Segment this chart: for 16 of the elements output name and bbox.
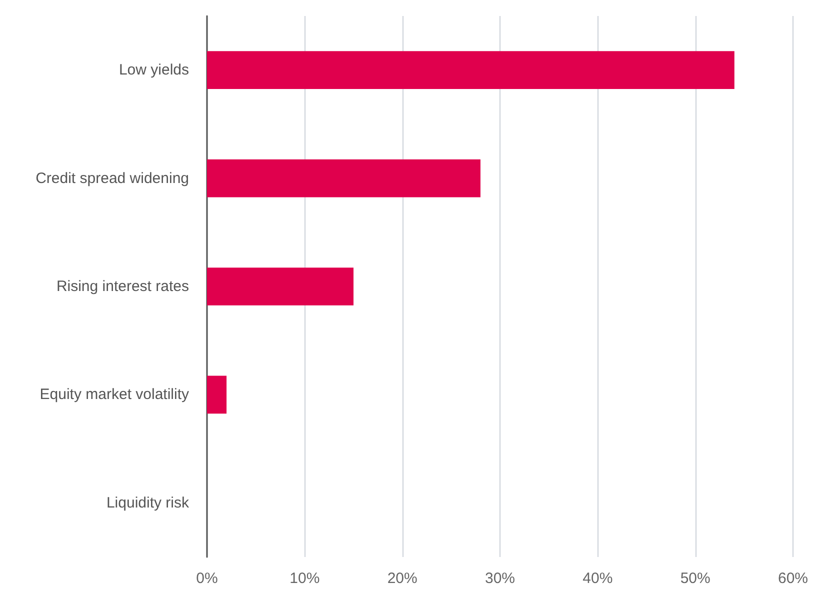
y-tick-label: Equity market volatility bbox=[40, 386, 190, 404]
x-tick-label: 50% bbox=[680, 570, 710, 587]
x-tick-label: 20% bbox=[387, 570, 418, 587]
x-tick-label: 0% bbox=[196, 570, 218, 587]
x-tick-label: 10% bbox=[290, 570, 320, 587]
y-tick-label: Credit spread widening bbox=[36, 170, 189, 187]
y-tick-label: Low yields bbox=[118, 62, 189, 79]
bar bbox=[207, 376, 227, 414]
bar bbox=[207, 159, 480, 198]
bar bbox=[207, 268, 354, 306]
x-tick-label: 40% bbox=[582, 570, 613, 587]
bar bbox=[207, 51, 734, 90]
y-tick-label: Liquidity risk bbox=[106, 494, 190, 512]
x-tick-label: 60% bbox=[778, 570, 808, 587]
y-tick-label: Rising interest rates bbox=[56, 278, 189, 295]
x-tick-label: 30% bbox=[484, 570, 516, 587]
